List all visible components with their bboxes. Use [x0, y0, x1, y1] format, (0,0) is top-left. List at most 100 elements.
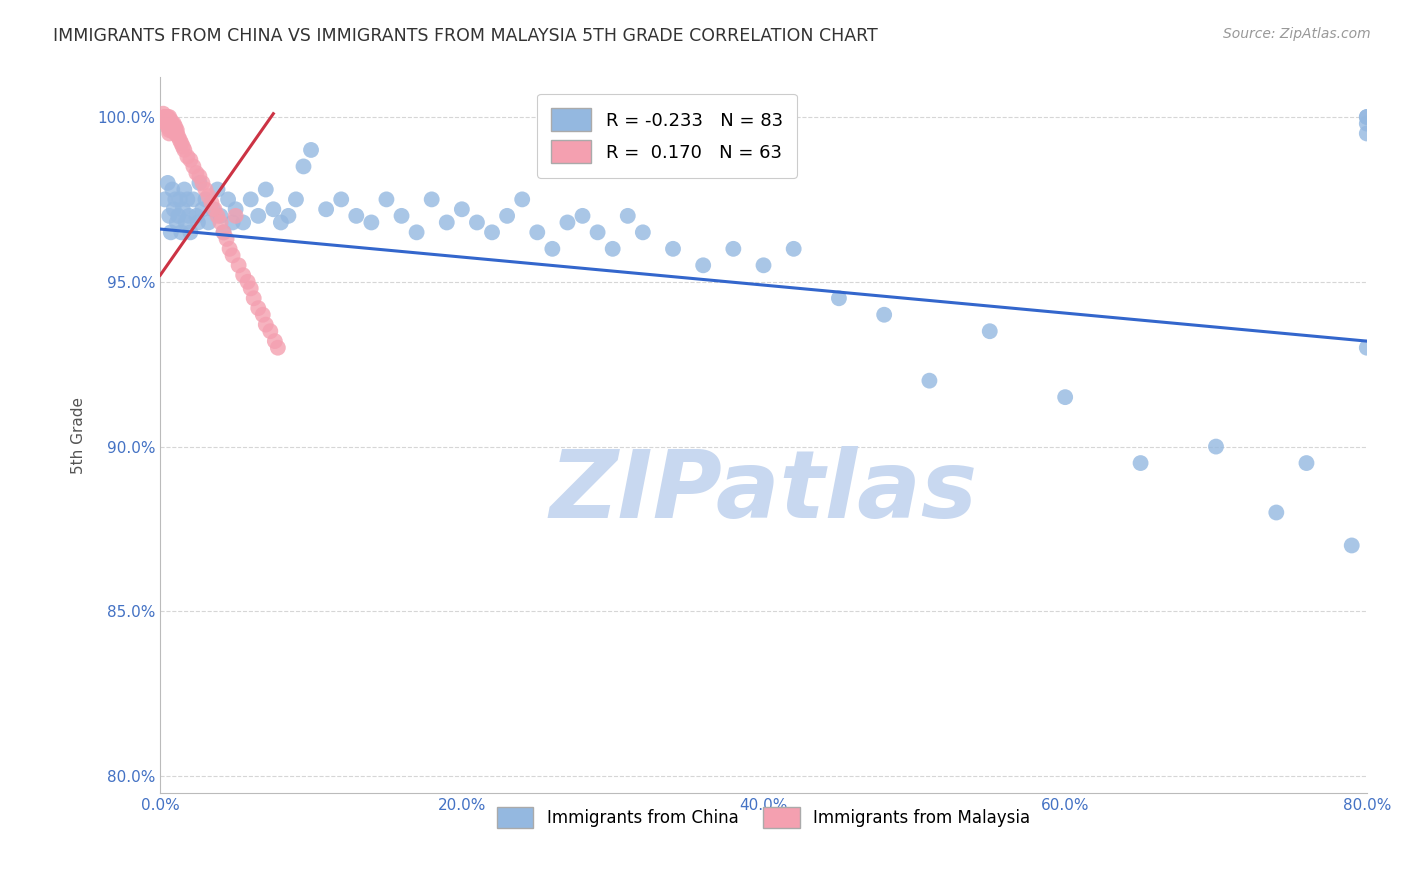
Point [179, 153, 201, 167]
Point [330, 193, 353, 207]
Point [526, 225, 548, 239]
Point [172, 202, 194, 217]
Point [159, 225, 181, 239]
Point [979, 324, 1001, 338]
Point [215, 232, 238, 246]
Point [169, 193, 191, 207]
Point [163, 202, 186, 217]
Point [218, 242, 240, 256]
Text: Source: ZipAtlas.com: Source: ZipAtlas.com [1223, 27, 1371, 41]
Point [828, 291, 851, 305]
Point [156, 176, 179, 190]
Point [197, 189, 219, 203]
Point [186, 209, 208, 223]
Point [873, 308, 896, 322]
Point [254, 182, 277, 196]
Point [174, 215, 197, 229]
Point [1355, 127, 1378, 141]
Point [1340, 539, 1362, 553]
Point [263, 334, 285, 348]
Point [159, 113, 181, 128]
Point [602, 242, 624, 256]
Point [292, 160, 315, 174]
Point [170, 225, 193, 239]
Point [162, 120, 184, 134]
Point [1265, 506, 1288, 520]
Point [157, 113, 180, 128]
Point [170, 136, 193, 151]
Point [200, 195, 222, 210]
Point [225, 209, 247, 223]
Point [157, 209, 180, 223]
Point [156, 117, 179, 131]
Point [176, 149, 198, 163]
Point [242, 291, 264, 305]
Point [692, 258, 714, 272]
Point [156, 113, 179, 128]
Point [191, 176, 214, 190]
Point [159, 120, 181, 134]
Point [169, 133, 191, 147]
Point [1054, 390, 1077, 404]
Point [360, 215, 382, 229]
Point [155, 110, 177, 124]
Point [481, 225, 503, 239]
Point [201, 202, 224, 217]
Y-axis label: 5th Grade: 5th Grade [72, 397, 86, 474]
Point [165, 120, 187, 134]
Point [1355, 341, 1378, 355]
Point [252, 308, 274, 322]
Point [586, 225, 609, 239]
Text: ZIPatlas: ZIPatlas [550, 446, 977, 538]
Point [236, 275, 259, 289]
Point [254, 318, 277, 332]
Point [153, 193, 176, 207]
Point [157, 117, 180, 131]
Point [212, 225, 235, 239]
Point [212, 225, 235, 239]
Point [375, 193, 398, 207]
Point [191, 202, 214, 217]
Point [183, 160, 205, 174]
Point [157, 110, 180, 124]
Point [176, 193, 198, 207]
Point [166, 123, 188, 137]
Point [152, 106, 174, 120]
Point [557, 215, 579, 229]
Point [207, 209, 229, 223]
Point [163, 117, 186, 131]
Point [187, 215, 209, 229]
Point [157, 123, 180, 137]
Point [153, 110, 176, 124]
Point [1355, 110, 1378, 124]
Point [225, 202, 247, 217]
Point [167, 129, 190, 144]
Point [541, 242, 564, 256]
Point [172, 139, 194, 153]
Point [153, 113, 176, 128]
Point [194, 193, 217, 207]
Point [239, 281, 262, 295]
Point [270, 215, 292, 229]
Point [344, 209, 367, 223]
Text: IMMIGRANTS FROM CHINA VS IMMIGRANTS FROM MALAYSIA 5TH GRADE CORRELATION CHART: IMMIGRANTS FROM CHINA VS IMMIGRANTS FROM… [53, 27, 879, 45]
Point [616, 209, 638, 223]
Point [167, 209, 190, 223]
Point [209, 209, 232, 223]
Point [662, 242, 685, 256]
Point [436, 215, 458, 229]
Point [284, 193, 307, 207]
Point [163, 120, 186, 134]
Point [197, 215, 219, 229]
Point [173, 143, 195, 157]
Point [183, 193, 205, 207]
Point [277, 209, 299, 223]
Point [1295, 456, 1317, 470]
Point [155, 113, 177, 128]
Point [186, 166, 208, 180]
Point [918, 374, 941, 388]
Point [157, 120, 180, 134]
Point [465, 215, 488, 229]
Point [782, 242, 804, 256]
Point [752, 258, 775, 272]
